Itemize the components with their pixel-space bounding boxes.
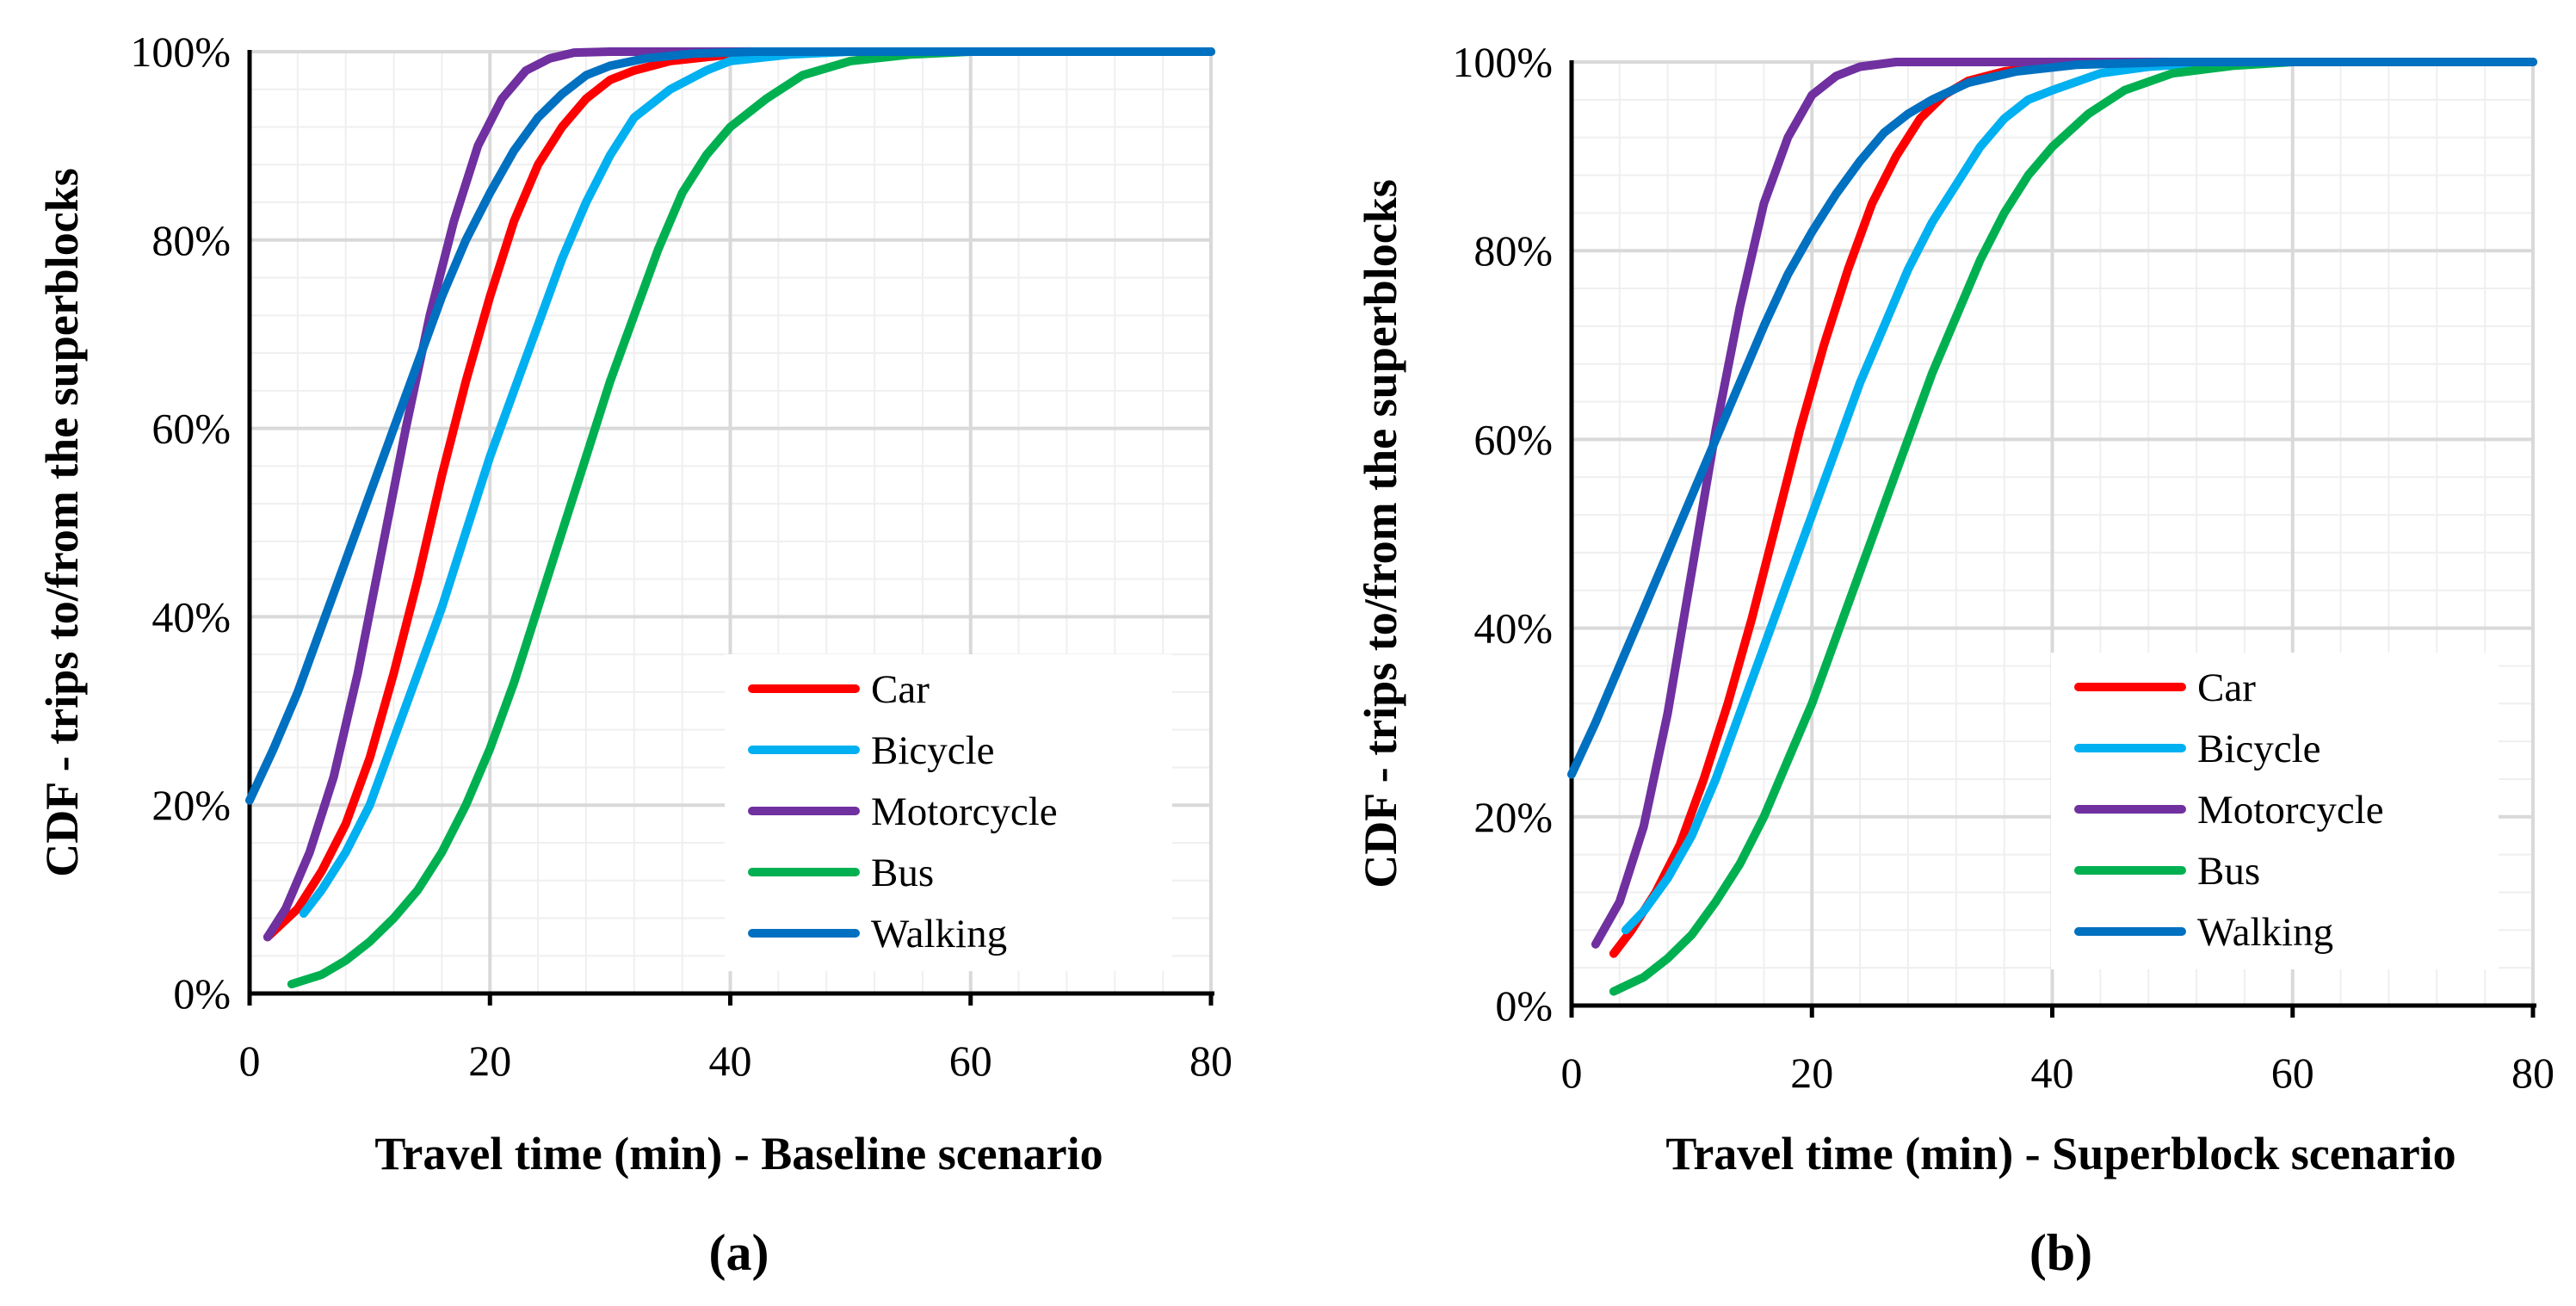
x-tick-labels: 0 20 40 60 80 [1561, 1049, 2555, 1097]
legend-label: Motorcycle [2197, 788, 2384, 832]
x-tick-label: 20 [468, 1037, 511, 1085]
axes [1569, 60, 2536, 1018]
series-line-motorcycle [263, 47, 1215, 942]
x-tick-labels: 0 20 40 60 80 [239, 1037, 1233, 1085]
legend: Car Bicycle Motorcycle Bus Walking [725, 654, 1172, 971]
y-tick-label: 20% [1473, 793, 1553, 841]
y-tick-label: 0% [1495, 981, 1553, 1030]
legend-label: Motorcycle [871, 789, 1058, 834]
chart-panel-a: 0% 20% 40% 60% 80% 100% 0 20 40 60 80 Car Bicycle M… [36, 28, 1232, 1281]
x-tick-label: 80 [2511, 1049, 2554, 1097]
x-tick-label: 60 [949, 1037, 992, 1085]
series-line-bicycle [1621, 58, 2537, 935]
x-axis-title: Travel time (min) - Baseline scenario [374, 1128, 1103, 1179]
y-tick-label: 80% [1473, 226, 1553, 275]
legend-label: Walking [2197, 910, 2333, 955]
x-axis-title: Travel time (min) - Superblock scenario [1665, 1128, 2456, 1179]
chart-panel-b: 0% 20% 40% 60% 80% 100% 0 20 40 60 80 Car Bicycle M… [1355, 38, 2554, 1281]
series-lines [245, 47, 1215, 989]
x-tick-label: 0 [1561, 1049, 1583, 1097]
y-tick-label: 20% [151, 781, 231, 829]
x-tick-label: 0 [239, 1037, 261, 1085]
series-line-walking [245, 47, 1215, 805]
legend-label: Bus [2197, 849, 2260, 894]
axes [247, 50, 1214, 1006]
y-tick-label: 80% [151, 216, 231, 264]
legend-label: Walking [871, 912, 1007, 956]
panel-label: (b) [2029, 1224, 2092, 1281]
legend-label: Bicycle [2197, 727, 2321, 771]
series-line-bus [1609, 58, 2537, 996]
y-tick-label: 0% [173, 969, 231, 1018]
x-tick-label: 80 [1189, 1037, 1232, 1085]
y-tick-labels: 0% 20% 40% 60% 80% 100% [1452, 38, 1553, 1030]
series-lines [1567, 58, 2537, 996]
x-tick-label: 60 [2271, 1049, 2314, 1097]
y-tick-label: 40% [151, 592, 231, 641]
legend-label: Car [2197, 665, 2256, 710]
y-tick-label: 40% [1473, 604, 1553, 653]
x-tick-label: 40 [709, 1037, 752, 1085]
y-axis-title: CDF - trips to/from the superblocks [1355, 179, 1406, 888]
y-tick-label: 60% [151, 405, 231, 453]
series-line-motorcycle [1591, 58, 2537, 949]
y-tick-label: 60% [1473, 415, 1553, 463]
legend-label: Bicycle [871, 728, 995, 773]
y-tick-labels: 0% 20% 40% 60% 80% 100% [130, 28, 231, 1018]
legend-label: Bus [871, 851, 934, 895]
x-tick-label: 40 [2031, 1049, 2074, 1097]
y-tick-label: 100% [130, 28, 231, 76]
panel-label: (a) [709, 1224, 769, 1281]
y-axis-title: CDF - trips to/from the superblocks [36, 168, 88, 876]
x-tick-label: 20 [1790, 1049, 1833, 1097]
legend: Car Bicycle Motorcycle Bus Walking [2051, 653, 2499, 969]
y-tick-label: 100% [1452, 38, 1553, 86]
series-line-bicycle [299, 47, 1215, 918]
series-line-bus [287, 47, 1215, 989]
series-line-walking [1567, 58, 2537, 779]
legend-label: Car [871, 667, 930, 712]
